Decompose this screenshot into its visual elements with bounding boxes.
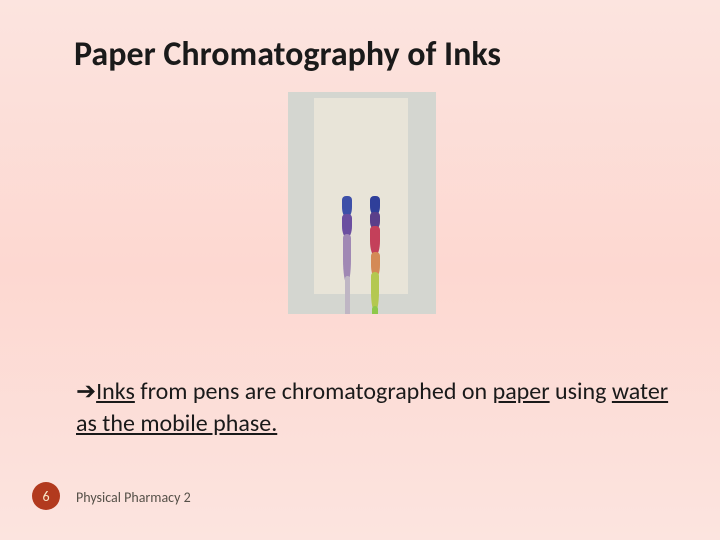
bullet-underline-1: Inks: [96, 377, 135, 406]
page-number-badge: 6: [32, 482, 60, 510]
chromatography-photo: [288, 92, 436, 314]
footer-text: Physical Pharmacy 2: [76, 489, 191, 506]
bullet-plain-2: using: [550, 377, 612, 406]
bullet-icon: ➔: [76, 377, 96, 406]
ink-segment: [372, 306, 378, 314]
bullet-text: ➔Inks from pens are chromatographed on p…: [76, 376, 680, 441]
bullet-plain-1: from pens are chromatographed on: [135, 377, 493, 406]
slide-title: Paper Chromatography of Inks: [74, 34, 501, 75]
paper-strip: [314, 98, 408, 294]
ink-segment: [345, 276, 350, 314]
bullet-underline-2: paper: [493, 377, 550, 406]
